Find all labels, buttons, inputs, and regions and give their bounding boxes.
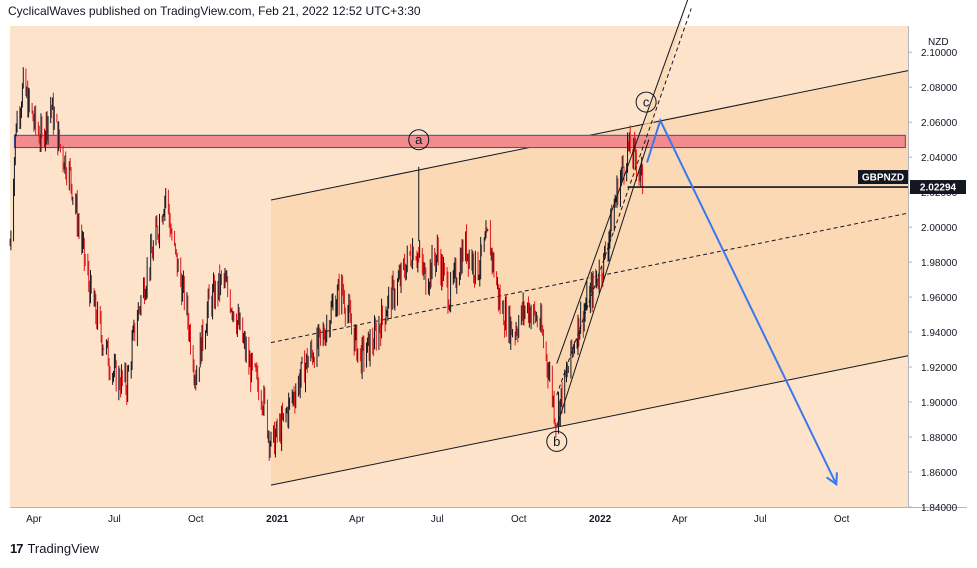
tradingview-footer[interactable]: 17 TradingView bbox=[10, 541, 99, 556]
price-chart[interactable]: NZD 2.100002.080002.060002.040002.020002… bbox=[0, 0, 977, 540]
time-tick-label: Jul bbox=[108, 514, 121, 525]
tradingview-logo-icon: 17 bbox=[10, 541, 24, 556]
time-tick-label: Jul bbox=[754, 514, 767, 525]
rising-channel-median-line[interactable] bbox=[556, 8, 692, 396]
projection-arrowhead-icon bbox=[825, 472, 838, 487]
price-tick-label: 1.88000 bbox=[921, 433, 958, 444]
publisher-header: CyclicalWaves published on TradingView.c… bbox=[8, 4, 421, 18]
price-tick-label: 1.86000 bbox=[921, 468, 958, 479]
wave-b-circle bbox=[546, 430, 568, 452]
time-tick-label: 2022 bbox=[589, 514, 612, 525]
time-tick-label: Apr bbox=[26, 514, 42, 525]
price-tick-label: 1.94000 bbox=[921, 328, 958, 339]
time-tick-label: Apr bbox=[349, 514, 365, 525]
wave-b-label: b bbox=[553, 434, 560, 449]
price-axis[interactable] bbox=[908, 26, 967, 507]
symbol-label: GBPNZD bbox=[862, 173, 904, 184]
price-tick-label: 2.10000 bbox=[921, 48, 958, 59]
time-tick-label: Jul bbox=[431, 514, 444, 525]
resistance-zone[interactable] bbox=[13, 134, 906, 149]
main-channel-lower-line[interactable] bbox=[270, 355, 909, 486]
tradingview-brand: TradingView bbox=[27, 541, 100, 556]
projection-path[interactable] bbox=[646, 117, 838, 485]
wave-c-label: c bbox=[643, 95, 650, 110]
last-price-tag bbox=[910, 180, 966, 195]
price-tick-label: 1.84000 bbox=[921, 503, 958, 514]
wave-c-circle bbox=[635, 91, 657, 113]
price-tick-label: 1.90000 bbox=[921, 398, 958, 409]
price-tick-label: 1.96000 bbox=[921, 293, 958, 304]
last-price-label: 2.02294 bbox=[920, 183, 957, 194]
price-tick-label: 2.06000 bbox=[921, 118, 958, 129]
price-tick-label: 2.04000 bbox=[921, 153, 958, 164]
time-tick-label: Oct bbox=[511, 514, 527, 525]
price-tick-label: 1.98000 bbox=[921, 258, 958, 269]
symbol-tag bbox=[858, 170, 908, 185]
wave-a-circle bbox=[408, 129, 430, 151]
price-tick-label: 2.00000 bbox=[921, 223, 958, 234]
rising-channel-upper-line[interactable] bbox=[556, 0, 689, 364]
currency-label: NZD bbox=[928, 37, 949, 48]
time-tick-label: Oct bbox=[188, 514, 204, 525]
price-tick-label: 1.92000 bbox=[921, 363, 958, 374]
wave-a-label: a bbox=[415, 132, 423, 147]
price-tick-label: 2.08000 bbox=[921, 83, 958, 94]
time-tick-label: Oct bbox=[834, 514, 850, 525]
time-tick-label: 2021 bbox=[266, 514, 289, 525]
time-tick-label: Apr bbox=[672, 514, 688, 525]
